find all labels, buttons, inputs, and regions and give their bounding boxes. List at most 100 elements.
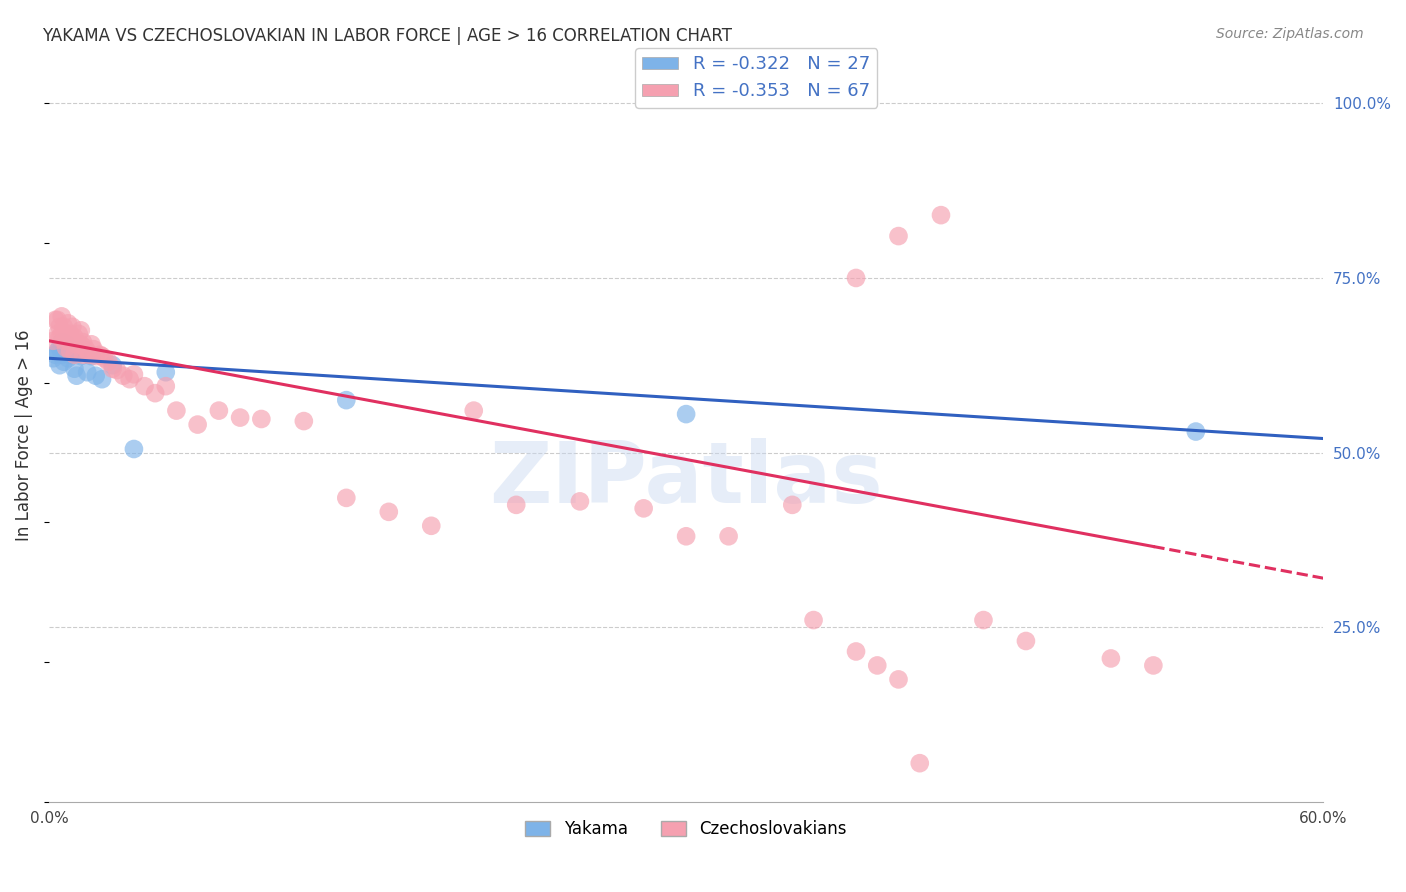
Point — [292, 414, 315, 428]
Point — [803, 613, 825, 627]
Point — [69, 337, 91, 351]
Point — [76, 344, 98, 359]
Point — [97, 355, 120, 369]
Point — [91, 372, 114, 386]
Point — [887, 229, 910, 244]
Point — [165, 403, 187, 417]
Point — [335, 393, 357, 408]
Point — [187, 417, 209, 432]
Legend: Yakama, Czechoslovakians: Yakama, Czechoslovakians — [519, 814, 853, 845]
Point — [866, 658, 889, 673]
Point — [56, 334, 79, 348]
Point — [51, 348, 73, 362]
Point — [972, 613, 994, 627]
Point — [72, 335, 94, 350]
Point — [55, 341, 77, 355]
Point — [1099, 651, 1122, 665]
Point — [51, 326, 73, 341]
Point — [52, 355, 75, 369]
Point — [63, 330, 86, 344]
Point — [568, 494, 591, 508]
Point — [42, 334, 65, 348]
Point — [83, 342, 105, 356]
Point — [67, 326, 90, 341]
Point — [378, 505, 401, 519]
Point — [46, 313, 69, 327]
Point — [51, 335, 73, 350]
Point — [122, 368, 145, 382]
Point — [929, 208, 952, 222]
Point — [845, 644, 868, 658]
Point — [55, 344, 77, 359]
Point — [80, 349, 103, 363]
Point — [52, 319, 75, 334]
Text: ZIPatlas: ZIPatlas — [489, 438, 883, 521]
Point — [72, 342, 94, 356]
Point — [463, 403, 485, 417]
Point — [1185, 425, 1208, 439]
Point — [675, 529, 697, 543]
Point — [63, 361, 86, 376]
Point — [56, 351, 79, 366]
Point — [60, 342, 83, 356]
Point — [60, 334, 83, 348]
Point — [505, 498, 527, 512]
Point — [42, 351, 65, 366]
Point — [69, 349, 91, 363]
Text: Source: ZipAtlas.com: Source: ZipAtlas.com — [1216, 27, 1364, 41]
Point — [48, 358, 70, 372]
Y-axis label: In Labor Force | Age > 16: In Labor Force | Age > 16 — [15, 329, 32, 541]
Point — [155, 365, 177, 379]
Point — [134, 379, 156, 393]
Point — [59, 348, 82, 362]
Point — [55, 337, 77, 351]
Point — [65, 368, 87, 383]
Point — [56, 316, 79, 330]
Point — [717, 529, 740, 543]
Point — [46, 344, 69, 359]
Point — [105, 363, 128, 377]
Point — [1142, 658, 1164, 673]
Point — [250, 412, 273, 426]
Point — [782, 498, 804, 512]
Point — [55, 326, 77, 341]
Point — [675, 407, 697, 421]
Point — [112, 368, 135, 383]
Point — [48, 319, 70, 334]
Point — [59, 344, 82, 359]
Point — [80, 337, 103, 351]
Text: YAKAMA VS CZECHOSLOVAKIAN IN LABOR FORCE | AGE > 16 CORRELATION CHART: YAKAMA VS CZECHOSLOVAKIAN IN LABOR FORCE… — [42, 27, 733, 45]
Point — [420, 518, 443, 533]
Point — [46, 326, 69, 341]
Point — [101, 358, 124, 372]
Point — [65, 337, 87, 351]
Point — [72, 348, 94, 362]
Point — [89, 348, 111, 362]
Point — [44, 348, 66, 362]
Point — [63, 348, 86, 362]
Point — [84, 349, 107, 363]
Point — [93, 351, 115, 366]
Point — [633, 501, 655, 516]
Point — [118, 372, 141, 386]
Point — [101, 361, 124, 376]
Point — [143, 386, 166, 401]
Point — [845, 271, 868, 285]
Point — [60, 319, 83, 334]
Point — [79, 348, 101, 362]
Point — [155, 379, 177, 393]
Point — [335, 491, 357, 505]
Point — [229, 410, 252, 425]
Point — [52, 334, 75, 348]
Point — [44, 313, 66, 327]
Point — [59, 326, 82, 341]
Point — [1015, 634, 1038, 648]
Point — [908, 756, 931, 771]
Point — [69, 323, 91, 337]
Point — [208, 403, 231, 417]
Point — [75, 341, 97, 355]
Point — [48, 341, 70, 355]
Point — [91, 349, 114, 363]
Point — [51, 310, 73, 324]
Point — [887, 673, 910, 687]
